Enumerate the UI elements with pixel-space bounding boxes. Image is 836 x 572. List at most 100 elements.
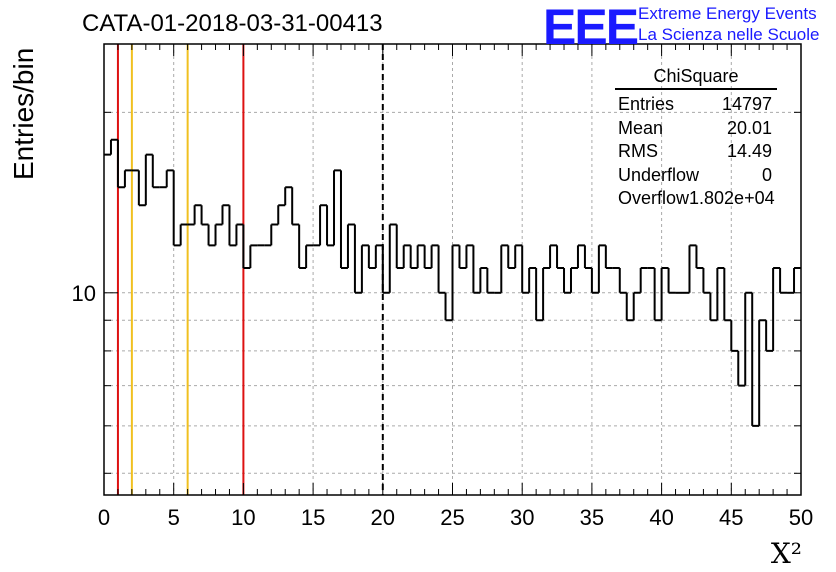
histogram-bin — [298, 224, 307, 269]
histogram-bin — [507, 245, 516, 269]
histogram-bin — [758, 319, 767, 426]
stats-label: Entries — [618, 94, 675, 114]
stats-title: ChiSquare — [615, 66, 777, 90]
histogram-bin — [270, 223, 279, 246]
histogram-bin — [367, 245, 376, 269]
histogram-bin — [458, 245, 467, 269]
stats-row-mean: Mean 20.01 — [612, 117, 780, 141]
histogram-bin — [326, 205, 335, 247]
histogram-bin — [751, 292, 760, 427]
x-tick-label: 15 — [301, 505, 325, 530]
histogram-bin — [200, 205, 209, 226]
histogram-bin — [472, 245, 481, 294]
x-tick-label: 10 — [231, 505, 255, 530]
y-axis-label: Entries/bin — [8, 47, 39, 180]
histogram-bin — [744, 291, 753, 386]
x-tick-label: 30 — [510, 505, 534, 530]
histogram-bin — [451, 244, 460, 321]
logo-line-1: Extreme Energy Events — [638, 4, 817, 23]
histogram-bin — [604, 245, 613, 269]
histogram-bin — [179, 223, 188, 246]
histogram-bin — [360, 244, 369, 293]
histogram-bin — [709, 292, 718, 322]
stats-row-overflow: Overflow 1.802e+04 — [612, 187, 780, 211]
stats-value: 1.802e+04 — [689, 188, 775, 208]
histogram-series — [104, 138, 801, 427]
x-tick-label: 0 — [98, 505, 110, 530]
histogram-bin — [479, 266, 488, 293]
histogram-bin — [249, 244, 258, 268]
histogram-bin — [486, 267, 495, 294]
histogram-bin — [402, 244, 411, 268]
histogram-bin — [660, 266, 669, 321]
histogram-bin — [346, 223, 355, 268]
stats-value: 0 — [761, 164, 772, 185]
histogram-bin — [549, 244, 558, 268]
stats-value: 20.01 — [726, 117, 772, 138]
histogram-bin — [228, 205, 237, 247]
histogram-bin — [688, 244, 697, 293]
eee-logo: EEE — [543, 0, 639, 55]
histogram-bin — [500, 244, 509, 293]
histogram-bin — [137, 170, 146, 207]
x-tick-label: 45 — [719, 505, 743, 530]
histogram-bin — [695, 245, 704, 269]
x-tick-label: 25 — [440, 505, 464, 530]
histogram-bin — [374, 244, 383, 268]
histogram-bin — [639, 266, 648, 293]
histogram-bin — [339, 170, 348, 269]
histogram-bin — [632, 291, 641, 321]
histogram-bin — [535, 267, 544, 322]
axis-ticks: 0 5 10 15 20 25 30 35 40 45 50 10 — [72, 44, 813, 530]
histogram-bin — [284, 186, 293, 206]
histogram-bin — [583, 245, 592, 269]
histogram-bin — [165, 169, 174, 188]
histogram-bin — [116, 139, 125, 189]
histogram-bin — [737, 350, 746, 387]
histogram-bin — [521, 245, 530, 294]
histogram-bin — [291, 187, 300, 226]
x-tick-label: 35 — [580, 505, 604, 530]
histogram-bin — [172, 170, 181, 247]
histogram-bin — [667, 267, 676, 294]
histogram-bin — [221, 204, 230, 225]
histogram-bin — [353, 224, 362, 294]
histogram-bin — [514, 244, 523, 268]
histogram-bin — [123, 169, 132, 188]
histogram-bin — [305, 244, 314, 268]
stats-label: Overflow — [618, 188, 690, 208]
histogram-bin — [409, 245, 418, 269]
histogram-bin — [563, 267, 571, 294]
stats-row-rms: RMS 14.49 — [612, 140, 780, 164]
histogram-bin — [388, 223, 397, 293]
histogram-bin — [207, 224, 216, 247]
histogram-bin — [542, 266, 551, 321]
histogram-bin — [109, 138, 118, 155]
histogram-bin — [235, 223, 244, 246]
histogram-bin — [576, 244, 585, 268]
y-tick-label: 10 — [72, 281, 96, 306]
histogram-bin — [395, 224, 404, 269]
histogram-bin — [193, 204, 202, 225]
stats-row-underflow: Underflow 0 — [612, 164, 780, 188]
histogram-bin — [423, 245, 432, 269]
stats-value: 14.49 — [726, 141, 772, 161]
histogram-bin — [569, 266, 578, 293]
x-tick-label: 5 — [168, 505, 180, 530]
histogram-bin — [444, 292, 453, 322]
logo-line-2: La Scienza nelle Scuole — [638, 25, 820, 44]
histogram-bin — [590, 267, 599, 294]
histogram-bin — [730, 320, 739, 352]
histogram-bin — [277, 204, 286, 225]
stats-label: Underflow — [618, 164, 700, 185]
stats-value: 14797 — [721, 94, 772, 114]
histogram-bin — [242, 224, 251, 269]
histogram-bin — [702, 267, 711, 294]
histogram-bin — [214, 223, 223, 246]
histogram-bin — [723, 267, 732, 322]
stats-label: Mean — [618, 117, 664, 138]
histogram-bin — [151, 154, 160, 189]
histogram-bin — [625, 292, 634, 322]
histogram-bin — [716, 266, 725, 321]
